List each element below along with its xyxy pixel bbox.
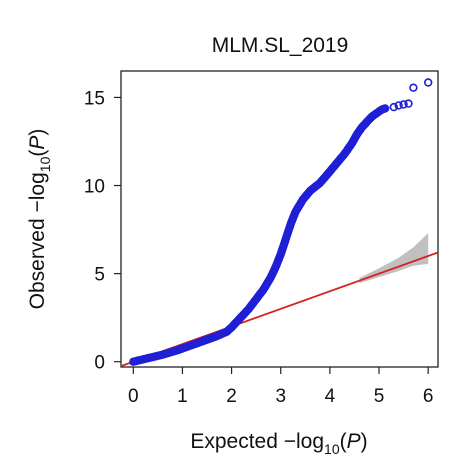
confidence-band-layer: [359, 233, 429, 284]
y-axis-label-open-paren: (: [26, 150, 49, 157]
x-tick-label: 4: [325, 386, 336, 407]
outlier-point: [404, 99, 413, 108]
x-tick-label: 2: [226, 386, 237, 407]
y-axis-label-subscript: 10: [37, 156, 53, 172]
x-tick-label: 3: [275, 386, 286, 407]
outlier-point: [409, 83, 418, 92]
x-axis-label-subscript: 10: [324, 441, 340, 457]
outlier-point: [389, 102, 398, 112]
y-axis-label-prefix: Observed −log: [26, 172, 49, 309]
x-tick-label: 1: [177, 386, 188, 407]
x-axis-label-variable: P: [347, 430, 361, 453]
x-axis-label-prefix: Expected −log: [190, 430, 324, 453]
y-tick-label: 5: [94, 265, 105, 286]
data-point: [381, 104, 390, 113]
y-axis-label-close-paren: ): [26, 129, 49, 136]
x-tick-label: 6: [423, 386, 434, 407]
data-points-layer: [129, 78, 433, 366]
confidence-band: [359, 233, 429, 284]
y-tick-label: 10: [84, 177, 105, 198]
y-tick-label: 15: [84, 88, 105, 109]
y-axis: 0 5 10 15: [84, 88, 121, 374]
y-tick-label: 0: [94, 353, 105, 374]
outlier-point: [424, 78, 433, 87]
y-axis-label: Observed −log10(P): [26, 129, 53, 310]
plot-frame: [120, 70, 439, 368]
x-axis: 0 1 2 3 4 5 6: [128, 367, 433, 407]
outlier-point: [399, 100, 408, 109]
outlier-point: [394, 101, 403, 110]
x-tick-label: 0: [128, 386, 139, 407]
x-axis-label: Expected −log10(P): [190, 430, 367, 457]
x-axis-label-close-paren: ): [361, 430, 368, 453]
x-axis-label-open-paren: (: [340, 430, 347, 453]
x-tick-label: 5: [374, 386, 385, 407]
y-axis-label-variable: P: [26, 136, 49, 150]
chart-title: MLM.SL_2019: [212, 34, 349, 57]
